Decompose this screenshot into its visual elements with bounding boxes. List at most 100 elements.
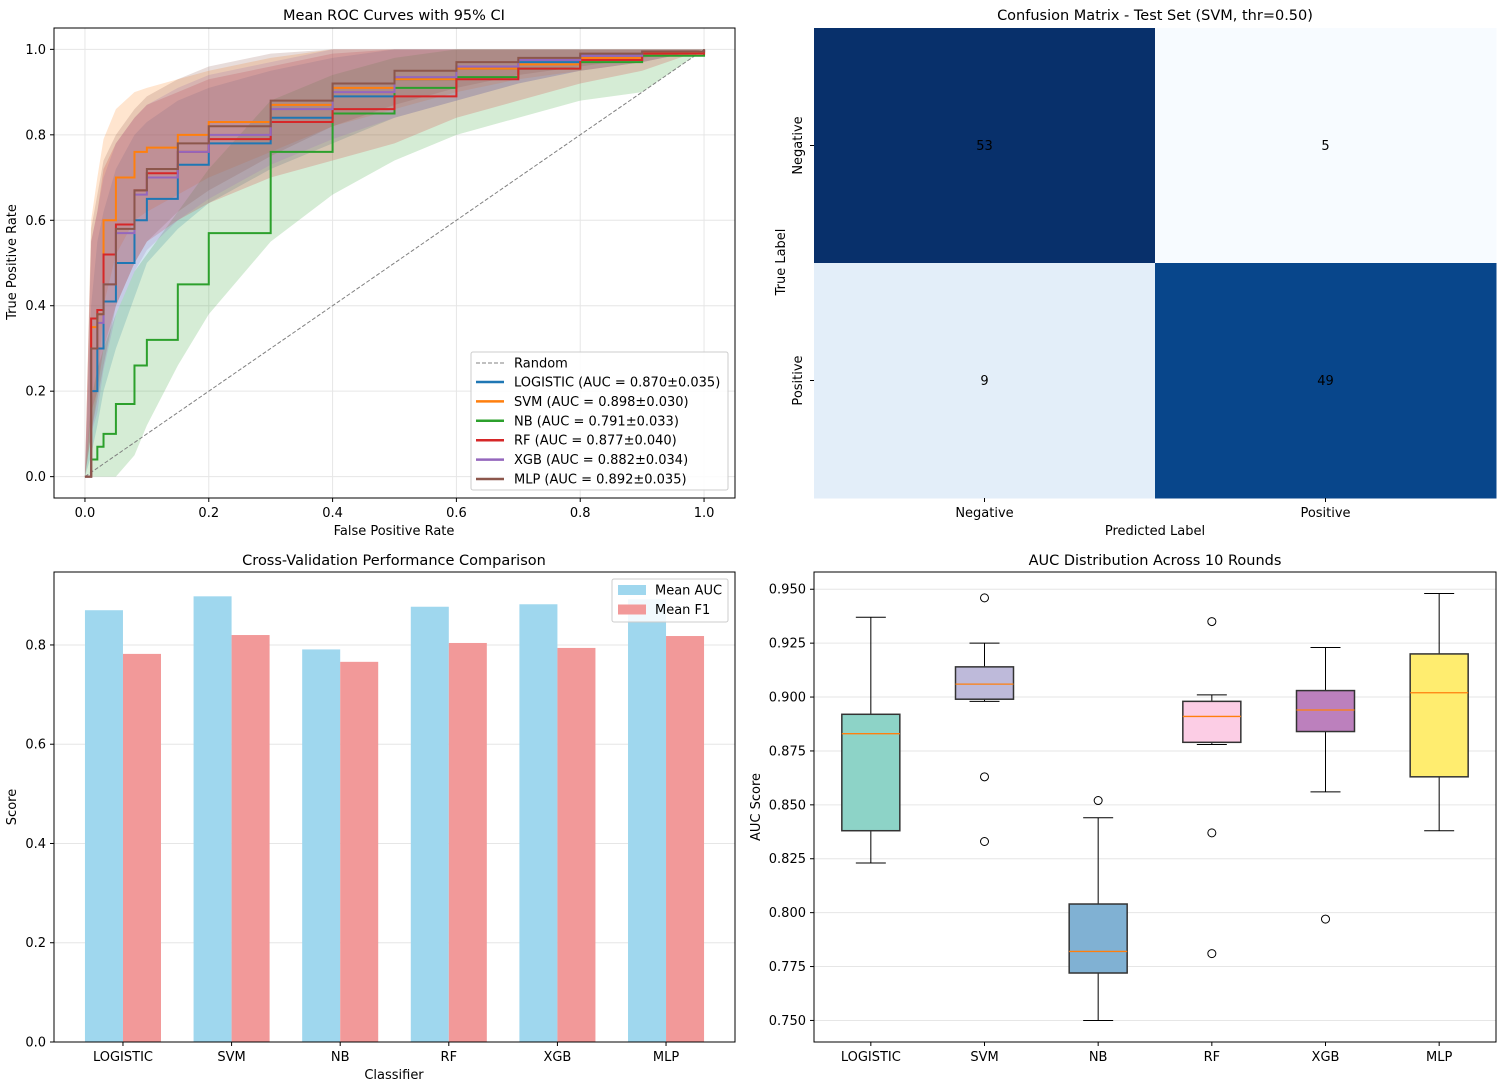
y-axis-label: True Label: [774, 229, 789, 297]
y-axis-label: Score: [5, 789, 20, 825]
outlier-point: [1207, 828, 1217, 838]
chart-title: Mean ROC Curves with 95% CI: [283, 8, 505, 24]
x-tick-label: XGB: [1312, 1050, 1340, 1065]
x-tick-label: NB: [1089, 1050, 1108, 1065]
legend: Mean AUC Mean F1: [611, 578, 729, 623]
legend-label: XGB (AUC = 0.882±0.034): [514, 453, 688, 468]
y-tick-label: 0.750: [769, 1014, 806, 1029]
y-axis-label: AUC Score: [749, 773, 764, 841]
x-tick-label: 0.4: [322, 506, 343, 521]
y-tick-label: 0.2: [25, 936, 46, 951]
x-tick-label: SVM: [217, 1050, 245, 1065]
x-tick-label: NB: [331, 1050, 350, 1065]
ci-band-0: [84, 49, 705, 477]
legend: Random LOGISTIC (AUC = 0.870±0.035) SVM (A…: [470, 351, 729, 491]
axes-frame: [53, 27, 736, 499]
x-tick-label: LOGISTIC: [841, 1050, 901, 1065]
box-svm: [954, 593, 1015, 846]
chart-title: Confusion Matrix - Test Set (SVM, thr=0.…: [997, 8, 1313, 24]
box-chart: LOGISTIC SVM NB RF XGB MLP 0.750 0.775 0.800 0.82…: [749, 553, 1497, 1065]
box-body: [954, 666, 1015, 700]
y-tick-label: 0.6: [25, 214, 46, 229]
box-nb: [1068, 796, 1128, 1021]
x-tick-label: MLP: [653, 1050, 679, 1065]
cm-cell: [814, 263, 1156, 499]
random-line: [84, 48, 705, 478]
y-tick-label: 0.875: [769, 744, 806, 759]
x-tick-label: 0.2: [198, 506, 219, 521]
box-body: [1409, 653, 1469, 778]
y-tick-label: 0.6: [25, 738, 46, 753]
legend-label: Mean F1: [655, 603, 710, 618]
outlier-point: [980, 772, 989, 782]
bar-mean-auc: [193, 596, 232, 1042]
cm-cell: [1155, 263, 1497, 499]
x-tick-label: RF: [441, 1050, 458, 1065]
cm-cell-value: 53: [976, 139, 993, 154]
bar-mean-f1: [231, 635, 270, 1042]
ci-band-5: [84, 49, 705, 477]
y-tick-label: 0.850: [769, 798, 806, 813]
roc-line-5: [84, 49, 706, 478]
box-body: [841, 713, 901, 832]
box-rf: [1182, 617, 1242, 959]
bar-mean-auc: [519, 604, 558, 1042]
y-tick-label: 0.0: [25, 470, 46, 485]
axes-frame: [813, 571, 1497, 1043]
x-axis-label: Classifier: [364, 1068, 424, 1083]
cm-cell-value: 9: [980, 374, 988, 389]
y-axis-label: True Positive Rate: [5, 204, 20, 321]
outlier-point: [1321, 914, 1330, 924]
outlier-point: [980, 593, 989, 603]
legend-label: RF (AUC = 0.877±0.040): [514, 434, 677, 449]
bar-mean-auc: [628, 599, 667, 1042]
bar-mean-f1: [448, 642, 487, 1042]
y-tick-label: 0.8: [25, 128, 46, 143]
y-tick-label: Positive: [791, 355, 806, 405]
legend-label: SVM (AUC = 0.898±0.030): [514, 395, 689, 410]
bar-mean-f1: [557, 647, 596, 1042]
bar-mean-f1: [666, 636, 705, 1042]
bar-mean-auc: [302, 649, 341, 1042]
cm-cell: [814, 28, 1156, 264]
outlier-point: [1207, 617, 1217, 627]
y-tick-label: Negative: [791, 116, 806, 174]
outlier-point: [1207, 949, 1217, 959]
x-tick-label: Positive: [1300, 506, 1350, 521]
outlier-point: [1093, 796, 1103, 806]
box-mlp: [1409, 593, 1469, 832]
x-tick-label: XGB: [543, 1050, 571, 1065]
x-tick-label: MLP: [1426, 1050, 1452, 1065]
bar-mean-f1: [340, 661, 379, 1042]
legend-label: MLP (AUC = 0.892±0.035): [514, 473, 687, 488]
x-tick-label: 0.8: [570, 506, 591, 521]
legend-label: NB (AUC = 0.791±0.033): [514, 414, 679, 429]
y-tick-label: 0.950: [769, 583, 806, 598]
y-tick-label: 0.8: [25, 638, 46, 653]
box-logistic: [841, 616, 901, 864]
roc-chart: 0.0 0.2 0.4 0.6 0.8 1.0 0.0 0.2 0.4 0.6 0.8 1.0 Mean…: [5, 8, 736, 539]
legend-swatch: [618, 604, 646, 615]
cm-cell-value: 5: [1321, 139, 1329, 154]
box-body: [1068, 903, 1128, 974]
ci-band-2: [84, 49, 705, 477]
chart-title: Cross-Validation Performance Comparison: [242, 553, 546, 569]
bar-mean-f1: [122, 653, 161, 1042]
bar-mean-auc: [84, 610, 123, 1042]
y-tick-label: 0.825: [769, 852, 806, 867]
y-tick-label: 0.4: [25, 299, 46, 314]
x-axis-label: Predicted Label: [1105, 524, 1205, 539]
y-tick-label: 0.925: [769, 637, 806, 652]
x-axis-label: False Positive Rate: [334, 524, 455, 539]
y-tick-label: 0.0: [25, 1036, 46, 1051]
legend-box: [470, 351, 729, 491]
x-tick-label: RF: [1204, 1050, 1221, 1065]
x-tick-label: Negative: [955, 506, 1013, 521]
outlier-point: [980, 836, 989, 846]
ci-band-1: [84, 49, 705, 477]
ci-band-4: [84, 49, 705, 477]
y-tick-label: 0.900: [769, 691, 806, 706]
legend-label: LOGISTIC (AUC = 0.870±0.035): [514, 376, 720, 391]
y-tick-label: 0.4: [25, 837, 46, 852]
